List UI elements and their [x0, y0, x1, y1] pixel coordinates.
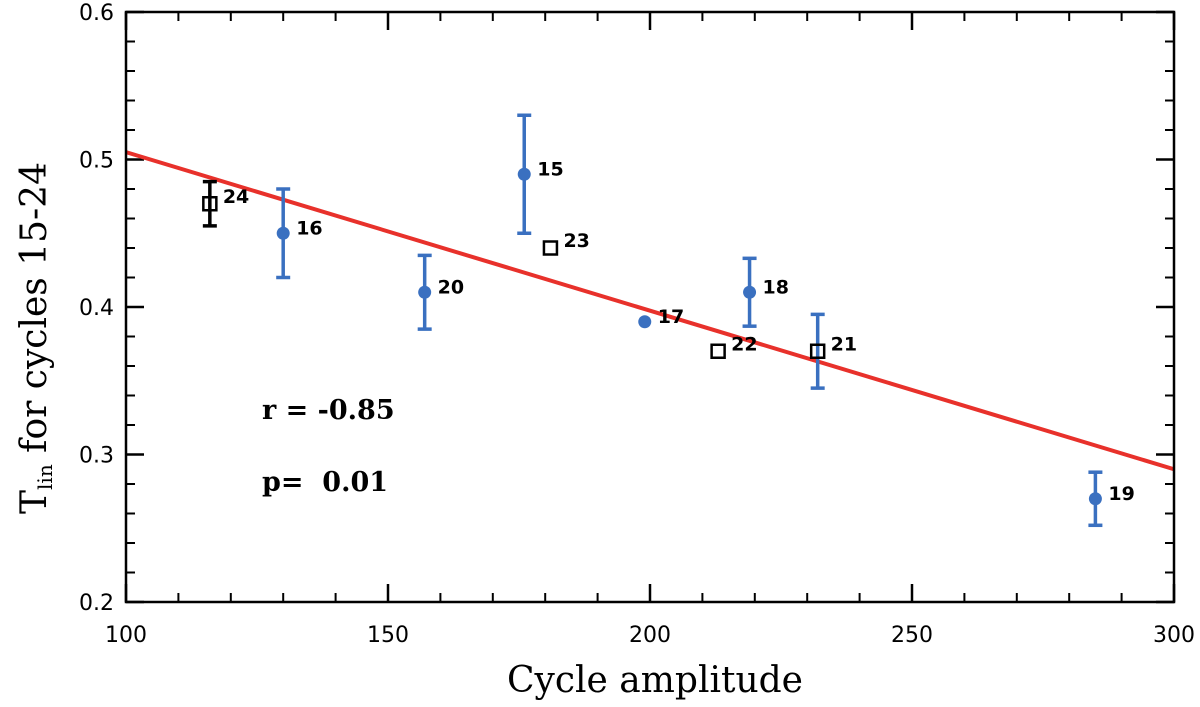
point-label: 24	[223, 186, 249, 208]
minor-ticks	[125, 11, 1175, 603]
point-label: 19	[1108, 483, 1134, 505]
tick-labels: 100 150 200 250 300 0.2 0.3 0.4 0.5 0.6	[79, 1, 1195, 648]
point-label: 20	[438, 276, 464, 298]
y-axis-title-rest: for cycles 15-24	[14, 162, 55, 464]
circle-marker	[1088, 492, 1102, 506]
square-marker	[542, 240, 559, 256]
p-value: p= 0.01	[262, 467, 388, 498]
y-axis-title-main: T	[14, 490, 55, 514]
y-tick-label: 0.2	[79, 591, 114, 616]
point-label: 17	[658, 306, 684, 328]
x-tick-label: 200	[629, 623, 671, 648]
square-marker	[809, 343, 826, 359]
data-point-cycle-17: 17	[638, 306, 684, 329]
plot-frame	[124, 10, 1176, 604]
x-tick-label: 100	[105, 623, 147, 648]
data-point-cycle-19: 19	[1088, 470, 1135, 528]
data-point-cycle-23: 23	[542, 230, 590, 256]
square-marker	[710, 343, 726, 359]
square-marker	[202, 196, 218, 212]
data-point-cycle-18: 18	[742, 256, 789, 328]
y-tick-label: 0.5	[79, 149, 114, 174]
circle-marker	[743, 285, 757, 299]
point-label: 22	[731, 333, 757, 355]
y-tick-label: 0.3	[79, 444, 114, 469]
data-point-cycle-22: 22	[710, 333, 758, 359]
y-axis-title-group: Tlin for cycles 15-24	[14, 162, 57, 514]
point-label: 18	[763, 276, 789, 298]
circle-marker	[276, 226, 290, 240]
data-point-cycle-21: 21	[809, 312, 857, 390]
data-points: 15 16 17 18 19 20 21 22 23 24	[202, 113, 1135, 528]
point-label: 23	[563, 230, 589, 252]
x-axis-title: Cycle amplitude	[507, 660, 803, 701]
circle-marker	[517, 167, 531, 181]
data-point-cycle-15: 15	[517, 113, 564, 235]
point-label: 16	[296, 217, 322, 239]
x-tick-label: 150	[367, 623, 409, 648]
x-tick-label: 250	[891, 623, 933, 648]
y-axis-title: Tlin for cycles 15-24	[14, 162, 57, 514]
circle-marker	[638, 315, 652, 329]
y-tick-label: 0.6	[79, 1, 114, 26]
regression-line	[125, 150, 1175, 472]
data-point-cycle-16: 16	[276, 187, 323, 280]
circle-marker	[418, 285, 432, 299]
point-label: 15	[537, 158, 563, 180]
y-tick-label: 0.4	[79, 296, 114, 321]
correlation-r: r = -0.85	[262, 395, 395, 426]
major-ticks	[124, 10, 1176, 604]
point-label: 21	[831, 333, 857, 355]
y-axis-title-subscript: lin	[33, 464, 57, 490]
x-tick-label: 300	[1153, 623, 1195, 648]
data-point-cycle-20: 20	[417, 253, 464, 331]
data-point-cycle-24: 24	[202, 179, 249, 228]
